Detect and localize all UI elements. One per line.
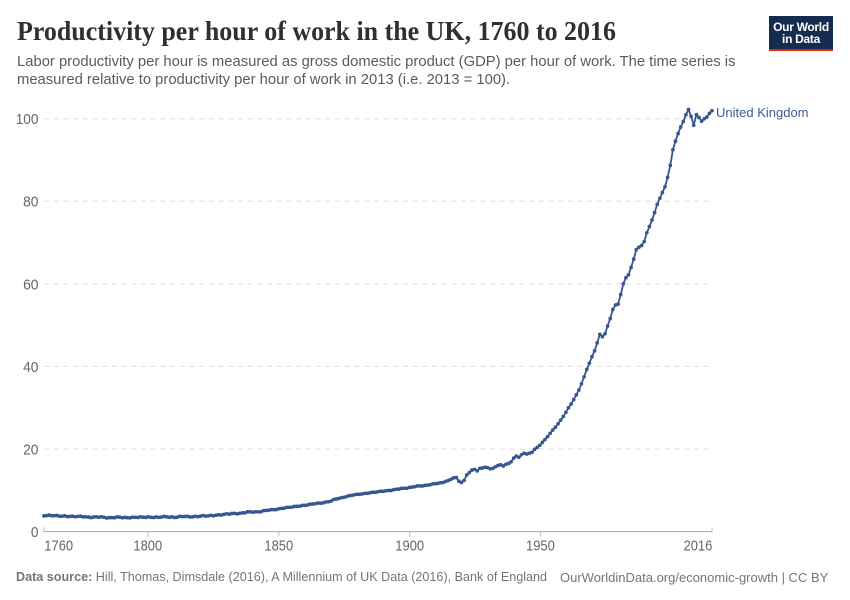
svg-text:80: 80 bbox=[23, 194, 38, 211]
svg-text:40: 40 bbox=[23, 359, 38, 376]
svg-text:20: 20 bbox=[23, 441, 38, 458]
svg-text:1800: 1800 bbox=[133, 538, 162, 555]
svg-text:2016: 2016 bbox=[684, 538, 713, 555]
svg-text:1760: 1760 bbox=[44, 538, 73, 555]
svg-text:1950: 1950 bbox=[526, 538, 555, 555]
svg-text:1850: 1850 bbox=[264, 538, 293, 555]
svg-text:0: 0 bbox=[31, 524, 39, 541]
svg-text:1900: 1900 bbox=[395, 538, 424, 555]
svg-text:60: 60 bbox=[23, 276, 38, 293]
svg-text:100: 100 bbox=[16, 111, 39, 128]
